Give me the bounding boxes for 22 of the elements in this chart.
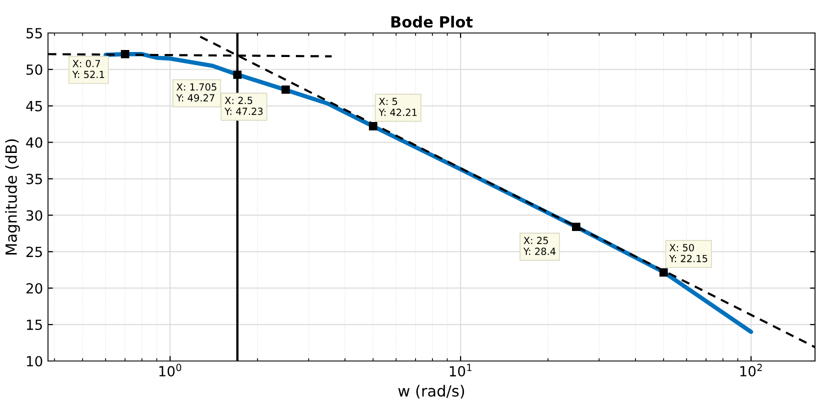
y-axis-title: Magnitude (dB) [5,139,20,254]
y-tick-label: 15 [26,320,42,330]
annotation: X: 5 Y: 42.21 [378,98,417,116]
y-tick-label: 25 [26,246,42,258]
x-tick-label: 10$^{1}$ [450,364,472,377]
y-tick-label: 10 [26,356,42,366]
y-tick-label: 40 [26,137,42,148]
x-tick-label: 10$^{2}$ [740,364,762,377]
y-tick-label: 30 [26,210,42,221]
y-tick-label: 35 [26,174,42,184]
y-tick-label: 45 [26,101,42,112]
annotation: X: 1.705 Y: 49.27 [176,83,216,102]
chart-title: Bode Plot [391,16,473,28]
x-tick-label: 10$^{0}$ [159,364,182,377]
annotation: X: 2.5 Y: 47.23 [224,96,263,115]
x-axis-title: w (rad/s) [398,384,464,398]
y-tick-label: 20 [26,283,42,294]
annotation: X: 0.7 Y: 52.1 [72,60,104,78]
annotation: X: 50 Y: 22.15 [669,244,708,262]
y-tick-label: 50 [26,64,42,75]
y-tick-label: 55 [26,28,42,38]
annotation: X: 25 Y: 28.4 [523,236,556,256]
